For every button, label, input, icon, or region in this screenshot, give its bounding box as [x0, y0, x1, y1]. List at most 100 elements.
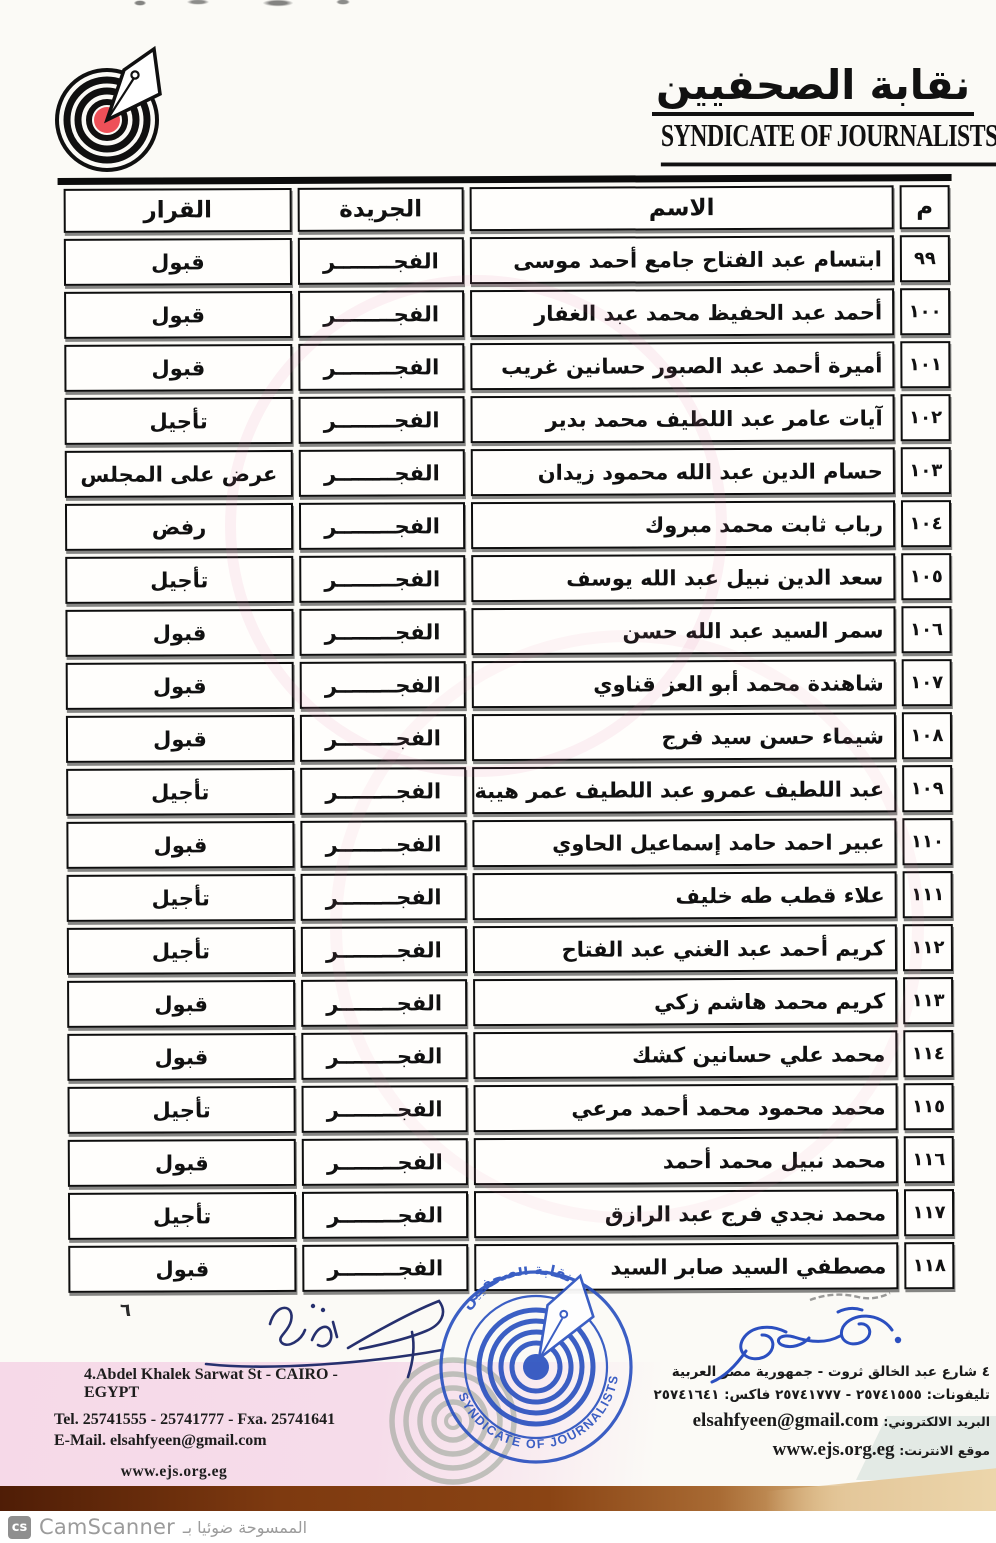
- roster-table-wrap: م الاسم الجريدة القرار ٩٩ ابتسام عبد الف…: [57, 174, 961, 1299]
- cell-number: ١٠١: [900, 341, 951, 389]
- cell-name: آيات عامر عبد اللطيف محمد بدير: [470, 394, 895, 444]
- cell-decision: تأجيل: [66, 767, 295, 816]
- cell-decision: قبول: [65, 608, 294, 657]
- cell-name: عبد اللطيف عمرو عبد اللطيف عمر هيبة: [472, 765, 897, 815]
- cell-newspaper: الفجــــــــر: [298, 396, 465, 444]
- table-row: ١٠٣ حسام الدين عبد الله محمود زيدان الفج…: [64, 447, 951, 498]
- cell-name: محمد محمود محمد أحمد مرعي: [473, 1083, 898, 1133]
- table-row: ١٠٤ رباب ثابت محمد مبروك الفجــــــــر ر…: [64, 500, 952, 551]
- table-body: ٩٩ ابتسام عبد الفتاح جامع أحمد موسى الفج…: [63, 235, 955, 1293]
- cell-decision: تأجيل: [66, 873, 295, 922]
- cell-decision: قبول: [65, 714, 295, 763]
- cell-decision: عرض على المجلس: [64, 449, 293, 498]
- pen-nib-icon: [103, 45, 162, 124]
- official-signature-right: [710, 1291, 902, 1384]
- cell-decision: قبول: [67, 1138, 296, 1187]
- header-name: الاسم: [469, 185, 894, 232]
- brand-arabic-title: نقابة الصحفيين: [652, 63, 975, 117]
- table-row: ١٠٧ شاهندة محمد أبو العز قناوي الفجـــــ…: [65, 659, 952, 710]
- cell-newspaper: الفجــــــــر: [298, 343, 465, 391]
- syndicate-logo pen-target-icon: [55, 45, 162, 172]
- header-newspaper: الجريدة: [297, 187, 464, 232]
- page-number: ٦: [120, 1300, 131, 1321]
- cell-newspaper: الفجــــــــر: [301, 1138, 468, 1186]
- cell-name: محمد نجدي فرج عبد الرازق: [473, 1189, 899, 1239]
- cell-name: كريم أحمد عبد الغني عبد الفتاح: [472, 924, 898, 974]
- cell-decision: تأجيل: [65, 555, 294, 604]
- cell-name: محمد علي حسانين كشك: [473, 1030, 898, 1080]
- cell-name: حسام الدين عبد الله محمود زيدان: [470, 447, 895, 497]
- table-row: ١١٠ عبير احمد حامد إسماعيل الحاوي الفجــ…: [66, 818, 953, 869]
- cell-newspaper: الفجــــــــر: [300, 926, 468, 974]
- cell-newspaper: الفجــــــــر: [299, 608, 466, 656]
- cell-newspaper: الفجــــــــر: [301, 1191, 469, 1239]
- cell-decision: رفض: [64, 502, 294, 551]
- syndicate-stamp: SYNDICATE OF JOURNALISTS نقابة الصحفيين: [439, 1255, 633, 1464]
- cell-decision: تأجيل: [67, 1085, 296, 1134]
- cell-newspaper: الفجــــــــر: [299, 661, 466, 709]
- cell-number: ١١٦: [903, 1136, 954, 1184]
- cell-name: ابتسام عبد الفتاح جامع أحمد موسى: [469, 235, 895, 285]
- table-header-row: م الاسم الجريدة القرار: [63, 185, 950, 233]
- table-row: ١٠٨ شيماء حسن سيد فرج الفجــــــــر قبول: [65, 712, 953, 763]
- cell-decision: قبول: [67, 1032, 296, 1081]
- cell-name: سعد الدين نبيل عبد الله يوسف: [471, 553, 896, 603]
- camscanner-label: CamScanner: [39, 1515, 175, 1539]
- footer-contact-arabic: ٤ شارع عبد الخالق ثروت - جمهورية مصر الع…: [590, 1364, 990, 1468]
- cell-number: ١١٢: [902, 924, 954, 972]
- cell-newspaper: الفجــــــــر: [298, 449, 465, 497]
- header-number: م: [899, 185, 950, 230]
- cell-name: شاهندة محمد أبو العز قناوي: [471, 659, 896, 709]
- cell-newspaper: الفجــــــــر: [299, 555, 466, 603]
- table-row: ١١٢ كريم أحمد عبد الغني عبد الفتاح الفجـ…: [66, 924, 954, 975]
- camscanner-bar: cs CamScanner الممسوحة ضوئيا بـ: [0, 1511, 996, 1543]
- cell-decision: تأجيل: [67, 1191, 297, 1240]
- cell-decision: تأجيل: [64, 396, 293, 445]
- cell-name: محمد نبيل محمد أحمد: [473, 1136, 898, 1186]
- footer-contact-english: 4.Abdel Khalek Sarwat St - CAIRO - EGYPT…: [54, 1366, 386, 1480]
- cell-number: ١٠٠: [900, 288, 951, 336]
- brand-header: نقابة الصحفيين SYNDICATE OF JOURNALISTS: [652, 63, 996, 167]
- email-ar: elsahfyeen@gmail.com: [692, 1410, 879, 1431]
- cell-newspaper: الفجــــــــر: [300, 873, 467, 921]
- cell-decision: قبول: [64, 343, 293, 392]
- cell-name: كريم محمد هاشم زكي: [473, 977, 898, 1027]
- address-en: 4.Abdel Khalek Sarwat St - CAIRO - EGYPT: [84, 1366, 338, 1402]
- cell-newspaper: الفجــــــــر: [300, 820, 467, 868]
- cell-number: ١١٤: [903, 1030, 954, 1078]
- table-row: ١١٥ محمد محمود محمد أحمد مرعي الفجــــــ…: [67, 1083, 954, 1134]
- cell-number: ١٠٩: [902, 765, 953, 813]
- cell-number: ١١٠: [902, 818, 953, 866]
- cell-name: أحمد عبد الحفيظ محمد عبد الغفار: [470, 288, 895, 338]
- cell-number: ١١١: [902, 871, 953, 919]
- table-row: ١١٤ محمد علي حسانين كشك الفجــــــــر قب…: [67, 1030, 954, 1081]
- cell-number: ١١٧: [903, 1189, 955, 1237]
- table-row: ١٠٥ سعد الدين نبيل عبد الله يوسف الفجـــ…: [65, 553, 952, 604]
- camscanner-icon: cs: [8, 1515, 31, 1539]
- scan-edge-smudge: [128, 0, 378, 9]
- email-label-ar: البريد الالكتروني:: [883, 1414, 990, 1429]
- cell-number: ٩٩: [899, 235, 951, 283]
- cell-name: شيماء حسن سيد فرج: [471, 712, 897, 762]
- camscanner-arabic-note: الممسوحة ضوئيا بـ: [182, 1517, 308, 1537]
- cell-decision: قبول: [64, 290, 293, 339]
- membership-decisions-table: م الاسم الجريدة القرار ٩٩ ابتسام عبد الف…: [58, 179, 961, 1299]
- cell-decision: قبول: [65, 661, 294, 710]
- table-row: ٩٩ ابتسام عبد الفتاح جامع أحمد موسى الفج…: [63, 235, 951, 286]
- phone-en: Tel. 25741555 - 25741777 - Fxa. 25741641: [54, 1410, 336, 1428]
- cell-number: ١١٣: [903, 977, 954, 1025]
- cell-newspaper: الفجــــــــر: [298, 290, 465, 338]
- website-ar: www.ejs.org.eg: [772, 1439, 895, 1460]
- cell-newspaper: الفجــــــــر: [301, 979, 468, 1027]
- cell-decision: قبول: [66, 820, 295, 869]
- cell-number: ١٠٨: [901, 712, 953, 760]
- cell-newspaper: الفجــــــــر: [300, 767, 467, 815]
- cell-newspaper: الفجــــــــر: [299, 714, 467, 762]
- cell-decision: قبول: [67, 979, 296, 1028]
- table-row: ١١٧ محمد نجدي فرج عبد الرازق الفجـــــــ…: [67, 1189, 955, 1240]
- table-row: ١٠١ أميرة أحمد عبد الصبور حسانين غريب ال…: [64, 341, 951, 392]
- brand-english-title: SYNDICATE OF JOURNALISTS: [660, 119, 996, 167]
- cell-number: ١٠٢: [900, 394, 951, 442]
- cell-name: رباب ثابت محمد مبروك: [470, 500, 896, 550]
